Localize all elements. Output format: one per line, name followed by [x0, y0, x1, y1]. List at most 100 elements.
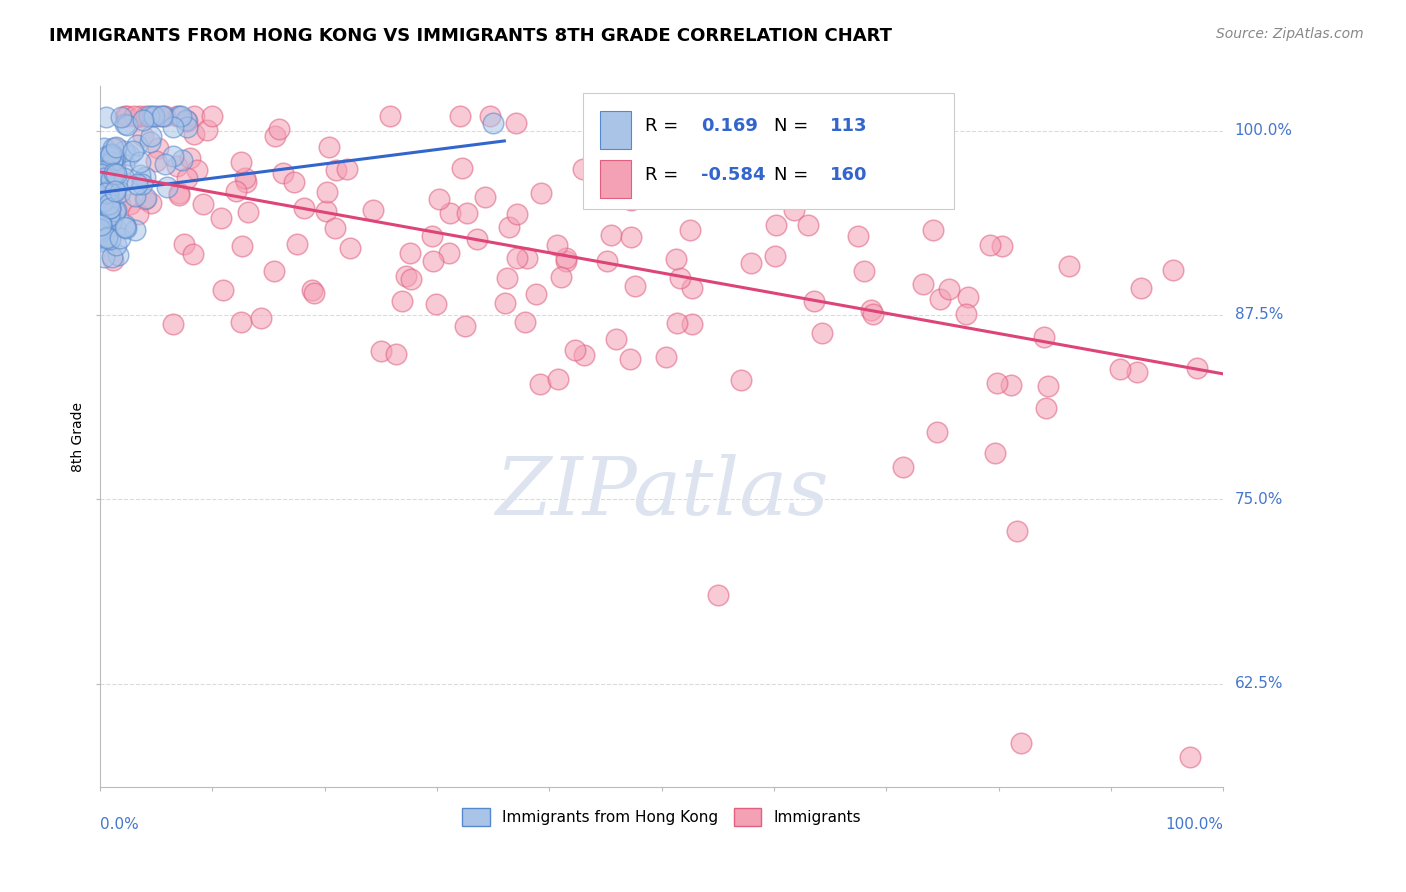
Point	[269, 121, 291, 136]
Text: 113: 113	[830, 117, 868, 136]
Point	[482, 116, 505, 130]
Text: 100.0%: 100.0%	[1166, 817, 1223, 832]
Point	[429, 192, 451, 206]
Point	[620, 193, 643, 207]
Point	[167, 188, 190, 202]
Point	[101, 156, 124, 170]
Point	[361, 203, 384, 218]
Point	[681, 318, 703, 332]
Point	[271, 166, 294, 180]
Point	[494, 296, 516, 310]
Point	[238, 205, 260, 219]
Point	[162, 120, 184, 134]
Point	[110, 231, 132, 245]
Point	[495, 271, 517, 285]
Text: N =: N =	[775, 117, 814, 136]
Point	[100, 149, 122, 163]
Point	[97, 186, 120, 200]
Point	[90, 191, 112, 205]
Point	[145, 153, 167, 168]
Point	[100, 250, 122, 264]
Point	[135, 191, 157, 205]
Point	[98, 192, 121, 206]
Point	[912, 277, 935, 292]
Point	[231, 238, 253, 252]
Point	[134, 170, 156, 185]
Point	[225, 184, 247, 198]
Point	[626, 172, 648, 186]
Point	[142, 109, 165, 123]
Point	[195, 123, 218, 137]
Point	[104, 184, 127, 198]
Point	[110, 110, 132, 124]
Point	[96, 148, 118, 162]
Point	[378, 109, 401, 123]
Point	[474, 189, 496, 203]
Point	[201, 109, 224, 123]
Point	[1187, 360, 1209, 375]
Point	[1005, 524, 1028, 538]
Point	[91, 207, 114, 221]
Point	[90, 235, 112, 249]
Point	[89, 219, 111, 233]
Point	[114, 109, 136, 123]
Point	[655, 351, 678, 365]
Point	[176, 120, 198, 134]
Point	[128, 155, 150, 169]
Point	[803, 293, 825, 308]
Point	[101, 175, 124, 189]
Point	[90, 167, 112, 181]
Point	[90, 196, 112, 211]
Point	[922, 223, 945, 237]
Point	[316, 185, 339, 199]
Point	[94, 186, 117, 200]
Point	[124, 109, 146, 123]
Point	[555, 253, 578, 268]
Point	[399, 245, 422, 260]
Point	[153, 109, 176, 123]
Point	[131, 177, 153, 191]
Point	[125, 138, 148, 153]
Point	[763, 249, 786, 263]
Point	[98, 201, 121, 215]
Point	[454, 318, 477, 333]
Point	[181, 246, 204, 260]
Point	[979, 237, 1001, 252]
Point	[110, 185, 132, 199]
Point	[555, 251, 578, 265]
Point	[765, 219, 787, 233]
Point	[183, 109, 205, 123]
Point	[97, 198, 120, 212]
Point	[572, 162, 595, 177]
Point	[174, 113, 197, 128]
Point	[740, 256, 762, 270]
Point	[90, 224, 112, 238]
Point	[114, 219, 136, 234]
Point	[797, 219, 820, 233]
Point	[94, 186, 117, 200]
Point	[370, 343, 392, 358]
Point	[93, 141, 115, 155]
Point	[94, 191, 117, 205]
Point	[148, 141, 170, 155]
Text: R =: R =	[645, 166, 683, 185]
Point	[564, 343, 586, 357]
Point	[132, 128, 155, 143]
Point	[891, 459, 914, 474]
Point	[605, 332, 627, 346]
Point	[98, 208, 121, 222]
Point	[101, 252, 124, 267]
Point	[588, 179, 610, 194]
Point	[730, 373, 752, 387]
Point	[117, 118, 139, 132]
Point	[1032, 330, 1054, 344]
Point	[112, 145, 135, 159]
Point	[619, 352, 641, 367]
Point	[385, 347, 408, 361]
Point	[546, 238, 568, 252]
Point	[96, 201, 118, 215]
Point	[139, 195, 162, 210]
Point	[94, 198, 117, 212]
Point	[162, 149, 184, 163]
Point	[681, 281, 703, 295]
